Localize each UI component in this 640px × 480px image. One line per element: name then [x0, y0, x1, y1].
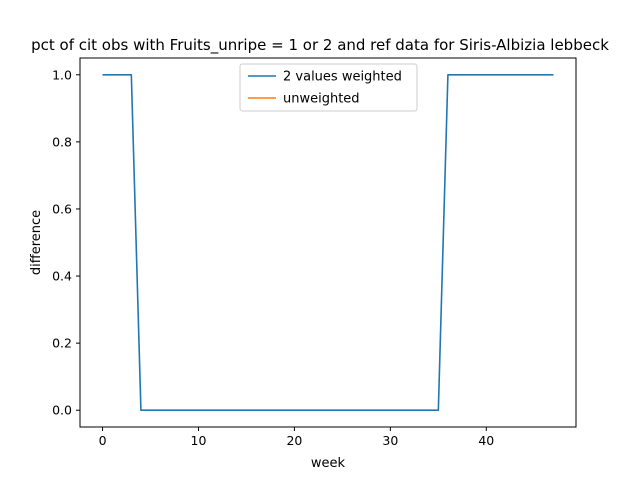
chart-title: pct of cit obs with Fruits_unripe = 1 or… [31, 36, 609, 55]
x-tick-label: 0 [99, 433, 107, 448]
y-tick-label: 0.0 [52, 403, 72, 418]
x-tick-label: 10 [191, 433, 207, 448]
y-tick-label: 0.6 [52, 201, 72, 216]
legend-label: unweighted [283, 92, 360, 107]
x-tick-label: 30 [382, 433, 398, 448]
x-tick-label: 40 [478, 433, 494, 448]
series-line-0 [102, 73, 554, 412]
legend-label: 2 values weighted [283, 70, 402, 85]
y-axis-label: difference [29, 210, 44, 275]
x-axis: 0 10 20 30 40 [99, 427, 494, 448]
x-axis-label: week [311, 456, 346, 471]
legend-box [239, 63, 418, 112]
y-axis: 0.0 0.2 0.4 0.6 0.8 1.0 [52, 67, 80, 418]
y-tick-label: 1.0 [52, 67, 72, 82]
y-tick-label: 0.2 [52, 336, 72, 351]
legend: 2 values weighted unweighted [239, 63, 418, 112]
y-tick-label: 0.4 [52, 269, 72, 284]
plot-area [102, 73, 554, 412]
axes-frame [79, 57, 577, 428]
x-tick-label: 20 [286, 433, 302, 448]
y-tick-label: 0.8 [52, 134, 72, 149]
